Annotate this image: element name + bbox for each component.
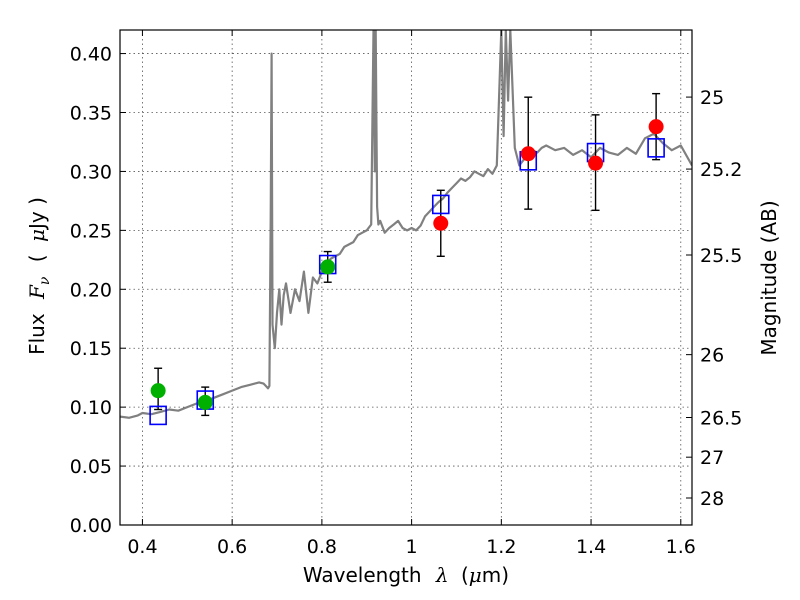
y-tick-label: 0.20 (70, 279, 112, 301)
red-photometry-point (520, 146, 536, 162)
x-tick-label: 1.2 (486, 536, 516, 558)
x-axis-label: Wavelength λ (μm) (303, 563, 509, 587)
y-axis-label-f: F (25, 284, 49, 300)
x-tick-label: 0.6 (217, 536, 247, 558)
y2-tick-label: 27 (700, 447, 724, 469)
y-tick-label: 0.00 (70, 515, 112, 537)
synthetic-photometry-box (149, 405, 167, 426)
red-photometry-point (588, 155, 604, 171)
y-axis-label-text: Flux (25, 313, 49, 355)
y-axis-label: Flux Fν ( μJy ) (25, 197, 54, 355)
y-tick-label: 0.30 (70, 161, 112, 183)
x-axis-label-unit: m) (482, 563, 509, 587)
y2-tick-label: 26 (700, 345, 724, 367)
y-axis-label-unit: Jy ) (25, 197, 49, 231)
y2-tick-label: 25.2 (700, 159, 742, 181)
y2-tick-label: 28 (700, 488, 724, 510)
x-axis-label-paren: ( (461, 563, 469, 587)
y2-axis-label: Magnitude (AB) (757, 200, 781, 355)
x-tick-label: 0.8 (307, 536, 337, 558)
y-tick-label: 0.35 (70, 103, 112, 125)
green-photometry-point (320, 259, 336, 275)
red-photometry-point (433, 215, 449, 231)
x-tick-label: 1.4 (576, 536, 606, 558)
x-axis-label-text: Wavelength (303, 563, 422, 587)
plot-frame (119, 29, 693, 526)
x-axis-label-mu: μ (469, 563, 482, 587)
tick-labels: 0.4 0.6 0.8 1 1.2 1.4 1.6 0.00 0.05 0.10 0.15 0.20 0… (70, 44, 743, 558)
photometry-point-layer (150, 119, 664, 410)
y2-tick-label: 26.5 (700, 408, 742, 430)
x-tick-label: 0.4 (127, 536, 157, 558)
y-tick-label: 0.10 (70, 397, 112, 419)
y-tick-label: 0.15 (70, 338, 112, 360)
plot-background (120, 30, 692, 525)
y-tick-label: 0.40 (70, 44, 112, 66)
y-axis-label-nu: ν (37, 276, 53, 285)
y-axis-label-mu: μ (25, 229, 49, 242)
synthetic-photometry-box (647, 138, 665, 158)
ticks (120, 30, 692, 526)
x-tick-label: 1.6 (666, 536, 696, 558)
y2-tick-label: 25.5 (700, 245, 742, 267)
green-photometry-point (197, 394, 213, 410)
synthetic-photometry-box (431, 194, 450, 215)
green-photometry-point (150, 383, 166, 399)
y-tick-label: 0.05 (70, 456, 112, 478)
x-axis-label-lambda: λ (435, 563, 449, 587)
red-photometry-point (648, 119, 664, 135)
grid (120, 30, 692, 526)
x-tick-label: 1 (406, 536, 418, 558)
y-tick-label: 0.25 (70, 220, 112, 242)
y2-tick-label: 25 (700, 87, 724, 109)
y-axis-label-paren: ( (25, 254, 49, 262)
